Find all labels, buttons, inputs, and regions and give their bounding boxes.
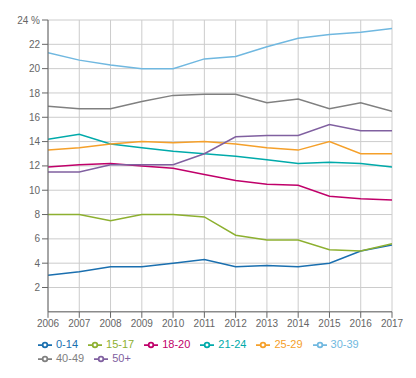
svg-text:2012: 2012 [225, 318, 248, 329]
svg-text:14: 14 [29, 136, 41, 147]
svg-text:2016: 2016 [350, 318, 373, 329]
svg-text:22: 22 [29, 39, 41, 50]
html-text:50+: 50+ [112, 351, 131, 364]
svg-text:10: 10 [29, 185, 41, 196]
svg-text:2007: 2007 [68, 318, 91, 329]
svg-text:12: 12 [29, 160, 41, 171]
svg-text:20: 20 [29, 63, 41, 74]
html-text:25-29: 25-29 [274, 337, 303, 350]
svg-text:18: 18 [29, 88, 41, 99]
html-text:21-24: 21-24 [218, 337, 247, 350]
svg-text:2015: 2015 [318, 318, 341, 329]
svg-text:2008: 2008 [99, 318, 122, 329]
html-text:0-14: 0-14 [56, 337, 78, 350]
html-text:15-17: 15-17 [106, 337, 135, 350]
html-text:18-20: 18-20 [162, 337, 191, 350]
html-text:40-49: 40-49 [56, 351, 85, 364]
svg-text:4: 4 [34, 258, 40, 269]
svg-text:24 %: 24 % [17, 15, 40, 26]
svg-text:6: 6 [34, 233, 40, 244]
svg-text:2010: 2010 [162, 318, 185, 329]
svg-text:8: 8 [34, 209, 40, 220]
svg-text:2013: 2013 [256, 318, 279, 329]
svg-text:16: 16 [29, 112, 41, 123]
svg-text:2014: 2014 [287, 318, 310, 329]
svg-text:2: 2 [34, 282, 40, 293]
svg-text:2009: 2009 [131, 318, 154, 329]
svg-text:2011: 2011 [194, 318, 216, 329]
html-text:30-39: 30-39 [330, 337, 359, 350]
svg-text:2017: 2017 [381, 318, 404, 329]
svg-text:2006: 2006 [37, 318, 60, 329]
